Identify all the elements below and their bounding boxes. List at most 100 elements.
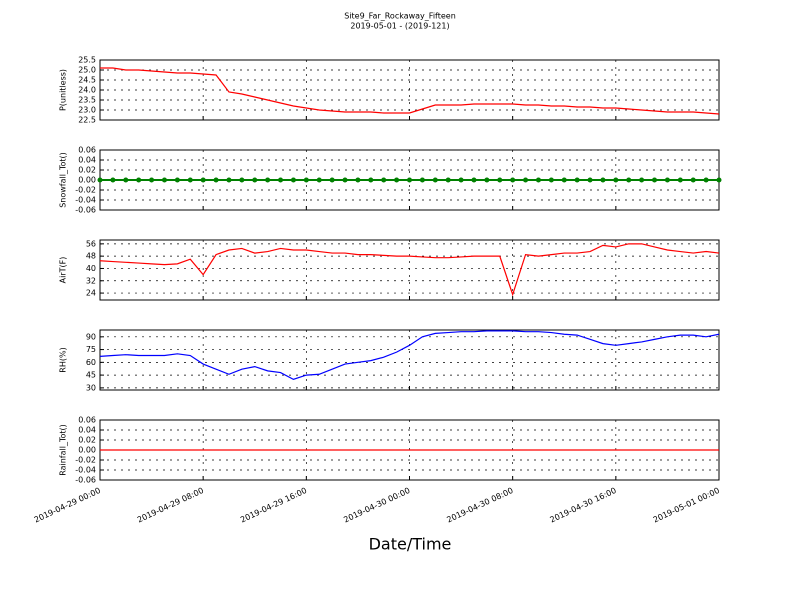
y-tick-label: 30 [86, 383, 96, 392]
series-marker [149, 177, 155, 183]
series-marker [355, 177, 361, 183]
y-tick-label: 56 [86, 239, 96, 248]
y-tick-label: 60 [86, 358, 96, 367]
series-marker [123, 177, 129, 183]
y-axis-label: RH(%) [59, 347, 68, 372]
series-marker [523, 177, 529, 183]
y-tick-label: -0.02 [75, 186, 96, 195]
series-marker [497, 177, 503, 183]
x-tick-label: 2019-04-29 00:00 [33, 486, 102, 525]
series-marker [174, 177, 180, 183]
series-marker [445, 177, 451, 183]
series-marker [639, 177, 645, 183]
series-marker [161, 177, 167, 183]
y-tick-label: 45 [86, 371, 96, 380]
x-tick-label: 2019-04-29 08:00 [136, 486, 205, 525]
series-marker [97, 177, 103, 183]
series-marker [484, 177, 490, 183]
series-marker [316, 177, 322, 183]
series-line [99, 330, 720, 381]
series-marker [265, 177, 271, 183]
y-axis-label: AirT(F) [59, 257, 68, 284]
series-marker [303, 177, 309, 183]
y-axis-label: P(unitless) [59, 69, 68, 111]
series-marker [716, 177, 722, 183]
series-marker [187, 177, 193, 183]
y-tick-label: 22.5 [78, 116, 96, 125]
y-tick-label: 0.02 [78, 436, 96, 445]
series-marker [471, 177, 477, 183]
y-tick-label: 25.0 [78, 66, 96, 75]
series-marker [535, 177, 541, 183]
series-marker [626, 177, 632, 183]
series-marker [458, 177, 464, 183]
y-tick-label: -0.04 [75, 196, 96, 205]
y-tick-label: 24.0 [78, 86, 96, 95]
series-marker [419, 177, 425, 183]
series-marker [652, 177, 658, 183]
y-tick-label: 24.5 [78, 76, 96, 85]
series-marker [226, 177, 232, 183]
series-marker [252, 177, 258, 183]
y-tick-label: -0.06 [75, 206, 96, 215]
x-tick-label: 2019-04-30 00:00 [342, 486, 411, 525]
series-marker [600, 177, 606, 183]
y-tick-label: 0.02 [78, 166, 96, 175]
series-marker [548, 177, 554, 183]
x-axis-label: Date/Time [369, 535, 452, 554]
y-tick-label: 0.04 [78, 156, 96, 165]
y-tick-label: 90 [86, 332, 96, 341]
y-tick-label: 24 [86, 289, 96, 298]
series-marker [703, 177, 709, 183]
series-marker [213, 177, 219, 183]
series-marker [690, 177, 696, 183]
y-tick-label: 75 [86, 345, 96, 354]
x-tick-label: 2019-04-30 16:00 [549, 486, 618, 525]
series-marker [342, 177, 348, 183]
series-marker [381, 177, 387, 183]
series-line [100, 67, 720, 115]
chart-title: Site9_Far_Rockaway_Fifteen [344, 12, 456, 21]
series-marker [561, 177, 567, 183]
y-tick-label: -0.06 [75, 476, 96, 485]
y-tick-label: 32 [86, 276, 96, 285]
series-line [99, 243, 720, 297]
series-marker [368, 177, 374, 183]
y-axis-label: Rainfall_Tot() [59, 424, 68, 476]
y-tick-label: 0.06 [78, 416, 96, 425]
series-marker [432, 177, 438, 183]
y-tick-label: 0.06 [78, 146, 96, 155]
y-tick-label: 0.00 [78, 446, 96, 455]
series-marker [200, 177, 206, 183]
y-tick-label: 0.04 [78, 426, 96, 435]
series-marker [510, 177, 516, 183]
y-axis-label: Snowfall_Tot() [59, 152, 68, 208]
series-marker [677, 177, 683, 183]
y-tick-label: 23.5 [78, 96, 96, 105]
y-tick-label: -0.02 [75, 456, 96, 465]
series-marker [278, 177, 284, 183]
series-marker [110, 177, 116, 183]
x-tick-label: 2019-04-29 16:00 [239, 486, 308, 525]
series-marker [664, 177, 670, 183]
x-tick-label: 2019-05-01 00:00 [652, 486, 721, 525]
y-tick-label: 25.5 [78, 56, 96, 65]
y-tick-label: 23.0 [78, 106, 96, 115]
series-marker [613, 177, 619, 183]
x-tick-label: 2019-04-30 08:00 [445, 486, 514, 525]
series-marker [329, 177, 335, 183]
series-marker [407, 177, 412, 183]
series-marker [394, 177, 400, 183]
y-tick-label: 0.00 [78, 176, 96, 185]
y-tick-label: -0.04 [75, 466, 96, 475]
series-marker [290, 177, 296, 183]
series-marker [574, 177, 580, 183]
y-tick-label: 40 [86, 264, 96, 273]
series-marker [136, 177, 142, 183]
chart-subtitle: 2019-05-01 - (2019-121) [350, 22, 449, 31]
series-marker [239, 177, 245, 183]
y-tick-label: 48 [86, 252, 96, 261]
series-marker [587, 177, 593, 183]
